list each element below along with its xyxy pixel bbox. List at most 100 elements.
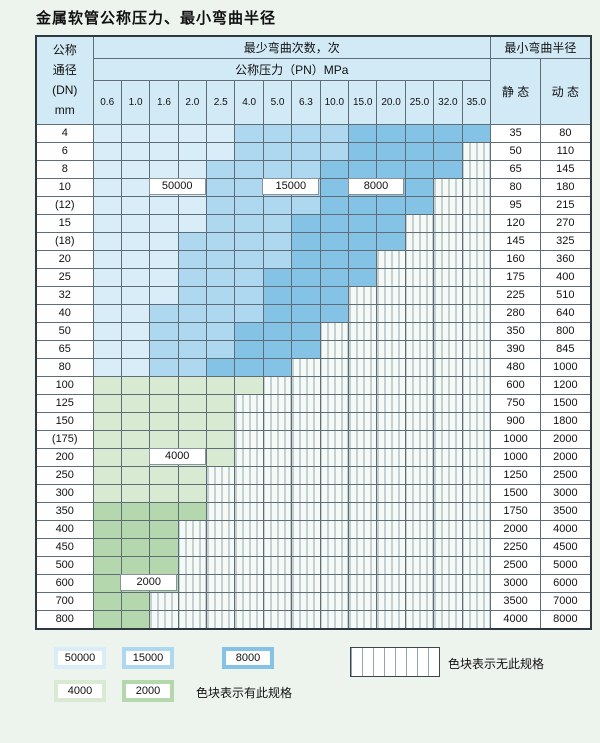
- no-spec-cell: [319, 591, 350, 611]
- no-spec-cell: [461, 357, 492, 377]
- no-spec-cell: [348, 447, 378, 467]
- no-spec-cell: [348, 303, 378, 323]
- no-spec-cell: [461, 177, 492, 197]
- no-spec-cell: [291, 591, 321, 611]
- no-spec-cell: [291, 465, 321, 485]
- no-spec-cell: [404, 411, 435, 431]
- band-label-4000: 4000: [148, 448, 206, 465]
- spec-cell-15000: [206, 249, 236, 269]
- spec-cell-4000: [149, 393, 179, 413]
- no-spec-cell: [376, 537, 406, 557]
- spec-cell-8000: [348, 249, 378, 269]
- spec-cell-4000: [92, 375, 122, 395]
- no-spec-cell: [234, 591, 264, 611]
- spec-cell-8000: [234, 357, 264, 377]
- no-spec-cell: [376, 555, 406, 575]
- band-label-8000: 8000: [347, 178, 405, 195]
- no-spec-cell: [461, 141, 492, 161]
- table-row: 65 390 845: [35, 339, 592, 359]
- spec-cell-15000: [291, 141, 321, 161]
- spec-cell-8000: [404, 177, 435, 197]
- spec-cell-2000: [120, 555, 151, 575]
- spec-cell-50000: [92, 177, 122, 197]
- no-spec-cell: [461, 321, 492, 341]
- spec-cell-8000: [291, 303, 321, 323]
- table-row: (12) 95 215: [35, 195, 592, 215]
- spec-cell-8000: [376, 123, 406, 143]
- no-spec-cell: [262, 573, 293, 593]
- no-spec-cell: [348, 393, 378, 413]
- pressure-col-header: 15.0: [348, 79, 378, 125]
- table-row: 20 160 360: [35, 249, 592, 269]
- dynamic-value: 3000: [540, 483, 592, 503]
- spec-cell-2000: [92, 519, 122, 539]
- spec-cell-2000: [120, 591, 151, 611]
- spec-cell-8000: [262, 285, 293, 305]
- spec-cell-50000: [92, 195, 122, 215]
- spec-cell-15000: [206, 321, 236, 341]
- no-spec-cell: [319, 483, 350, 503]
- static-value: 1750: [490, 501, 542, 521]
- no-spec-cell: [206, 555, 236, 575]
- spec-cell-2000: [92, 555, 122, 575]
- spec-cell-50000: [120, 267, 151, 287]
- no-spec-cell: [376, 375, 406, 395]
- dn-cell: 400: [35, 519, 94, 539]
- no-spec-cell: [319, 339, 350, 359]
- pressure-col-header: 2.0: [177, 79, 208, 125]
- no-spec-cell: [262, 447, 293, 467]
- no-spec-cell: [376, 465, 406, 485]
- spec-cell-15000: [206, 159, 236, 179]
- spec-cell-15000: [262, 249, 293, 269]
- spec-cell-50000: [149, 159, 179, 179]
- no-spec-cell: [177, 537, 208, 557]
- dn-cell: 10: [35, 177, 94, 197]
- spec-cell-15000: [291, 159, 321, 179]
- no-spec-cell: [291, 501, 321, 521]
- table-row: 80 480 1000: [35, 357, 592, 377]
- no-spec-cell: [461, 231, 492, 251]
- dn-cell: (18): [35, 231, 94, 251]
- no-spec-cell: [262, 393, 293, 413]
- no-spec-cell: [319, 411, 350, 431]
- pressure-col-header: 10.0: [319, 79, 350, 125]
- dynamic-header: 动 态: [540, 57, 592, 125]
- no-spec-cell: [404, 555, 435, 575]
- dynamic-value: 215: [540, 195, 592, 215]
- no-spec-cell: [291, 519, 321, 539]
- spec-cell-8000: [262, 357, 293, 377]
- no-spec-cell: [376, 447, 406, 467]
- dn-cell: 150: [35, 411, 94, 431]
- spec-cell-50000: [92, 303, 122, 323]
- no-spec-cell: [433, 537, 463, 557]
- spec-cell-8000: [291, 231, 321, 251]
- spec-cell-8000: [319, 249, 350, 269]
- spec-cell-4000: [177, 393, 208, 413]
- no-spec-cell: [348, 555, 378, 575]
- spec-cell-15000: [177, 267, 208, 287]
- static-value: 175: [490, 267, 542, 287]
- no-spec-cell: [234, 519, 264, 539]
- no-spec-cell: [376, 285, 406, 305]
- no-spec-cell: [348, 285, 378, 305]
- no-spec-cell: [291, 447, 321, 467]
- no-spec-cell: [319, 393, 350, 413]
- dn-cell: 40: [35, 303, 94, 323]
- spec-cell-50000: [92, 357, 122, 377]
- spec-cell-4000: [177, 429, 208, 449]
- no-spec-cell: [319, 501, 350, 521]
- spec-cell-15000: [206, 285, 236, 305]
- spec-cell-4000: [92, 411, 122, 431]
- no-spec-cell: [461, 591, 492, 611]
- static-value: 3500: [490, 591, 542, 611]
- dynamic-value: 1200: [540, 375, 592, 395]
- pressure-col-header: 2.5: [206, 79, 236, 125]
- dynamic-value: 8000: [540, 609, 592, 629]
- dn-header-line: (DN): [52, 83, 78, 98]
- no-spec-cell: [234, 483, 264, 503]
- static-value: 1000: [490, 447, 542, 467]
- no-spec-cell: [404, 591, 435, 611]
- no-spec-cell: [433, 321, 463, 341]
- spec-cell-4000: [92, 393, 122, 413]
- no-spec-cell: [433, 447, 463, 467]
